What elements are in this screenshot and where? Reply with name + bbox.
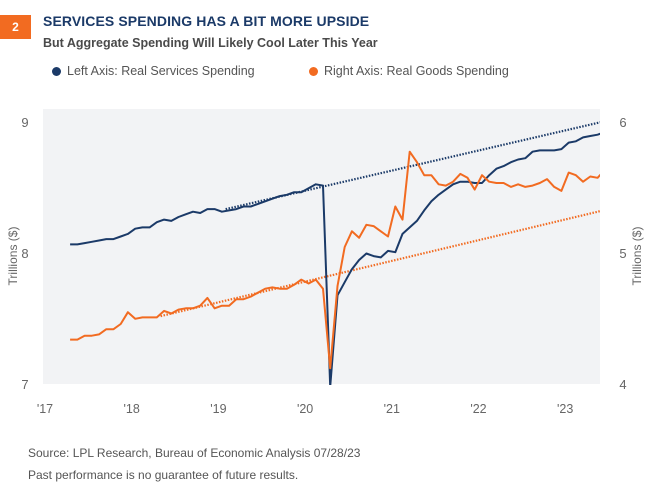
right-tick-4: 4 <box>619 377 626 392</box>
x-tick-label: '23 <box>557 402 573 416</box>
figure-number-badge: 2 <box>0 15 31 39</box>
trendline-0 <box>225 121 600 211</box>
right-tick-6: 6 <box>619 115 626 130</box>
source-note: Source: LPL Research, Bureau of Economic… <box>28 446 361 460</box>
legend-dot-goods <box>309 66 318 76</box>
legend-label-goods: Right Axis: Real Goods Spending <box>324 64 509 78</box>
legend-dot-services <box>52 66 61 76</box>
plot-area <box>43 109 600 384</box>
chart-title: SERVICES SPENDING HAS A BIT MORE UPSIDE <box>43 13 370 29</box>
legend-item-services: Left Axis: Real Services Spending <box>52 64 255 78</box>
left-tick-9: 9 <box>21 115 28 130</box>
series-line-goods <box>70 150 600 370</box>
x-tick-label: '21 <box>384 402 400 416</box>
legend-item-goods: Right Axis: Real Goods Spending <box>309 64 509 78</box>
x-tick-label: '20 <box>297 402 313 416</box>
x-tick-label: '22 <box>470 402 486 416</box>
left-tick-8: 8 <box>21 246 28 261</box>
x-tick-label: '17 <box>37 402 53 416</box>
right-tick-5: 5 <box>619 246 626 261</box>
plot-svg: 9 8 7 6 5 4 Trillions ($) Trillions ($) … <box>6 109 644 416</box>
left-axis-label: Trillions ($) <box>6 227 20 286</box>
right-axis-label: Trillions ($) <box>630 227 644 286</box>
disclaimer: Past performance is no guarantee of futu… <box>28 468 299 482</box>
legend-label-services: Left Axis: Real Services Spending <box>67 64 255 78</box>
chart-subtitle: But Aggregate Spending Will Likely Cool … <box>43 36 378 50</box>
x-tick-label: '18 <box>124 402 140 416</box>
left-tick-7: 7 <box>21 377 28 392</box>
x-tick-label: '19 <box>210 402 226 416</box>
